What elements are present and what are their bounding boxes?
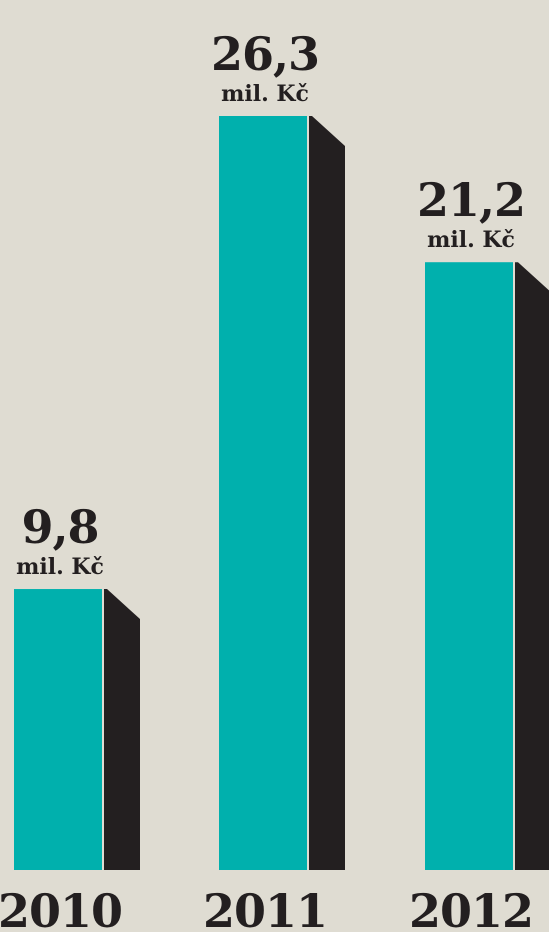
year-label-2012: 2012 xyxy=(409,884,533,932)
year-label-2011: 2011 xyxy=(203,884,327,932)
bar-2012 xyxy=(425,262,513,871)
value-label-2010: 9,8 xyxy=(21,500,98,554)
bar-side-2010 xyxy=(104,589,140,870)
unit-label-2010: mil. Kč xyxy=(16,554,104,580)
year-label-2010: 2010 xyxy=(0,884,122,932)
unit-label-2012: mil. Kč xyxy=(427,227,515,253)
value-label-2012: 21,2 xyxy=(417,173,525,227)
bar-side-2012 xyxy=(515,262,549,870)
bar-2011 xyxy=(219,116,307,870)
bar-side-2011 xyxy=(309,116,345,870)
bar-2010 xyxy=(14,589,102,870)
bars-layer xyxy=(14,116,549,871)
unit-label-2011: mil. Kč xyxy=(221,81,309,107)
value-label-2011: 26,3 xyxy=(211,27,319,81)
